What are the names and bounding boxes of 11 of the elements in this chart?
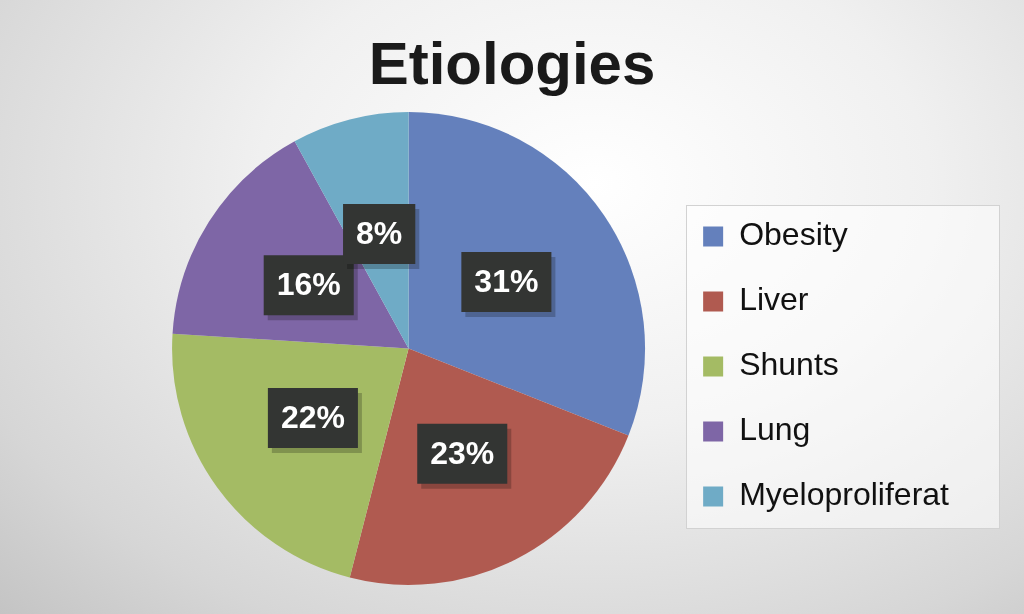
chart-title: Etiologies (368, 30, 656, 97)
data-label: 16% (276, 265, 341, 302)
legend-label: Liver (739, 281, 809, 318)
data-label: 8% (356, 214, 403, 251)
data-label: 23% (430, 434, 495, 471)
legend-label: Obesity (739, 216, 848, 253)
legend-label: Myeloproliferat (739, 476, 950, 513)
data-label: 22% (280, 398, 345, 435)
legend-label: Shunts (739, 346, 839, 383)
data-label: 31% (474, 262, 539, 299)
legend-label: Lung (739, 411, 811, 448)
